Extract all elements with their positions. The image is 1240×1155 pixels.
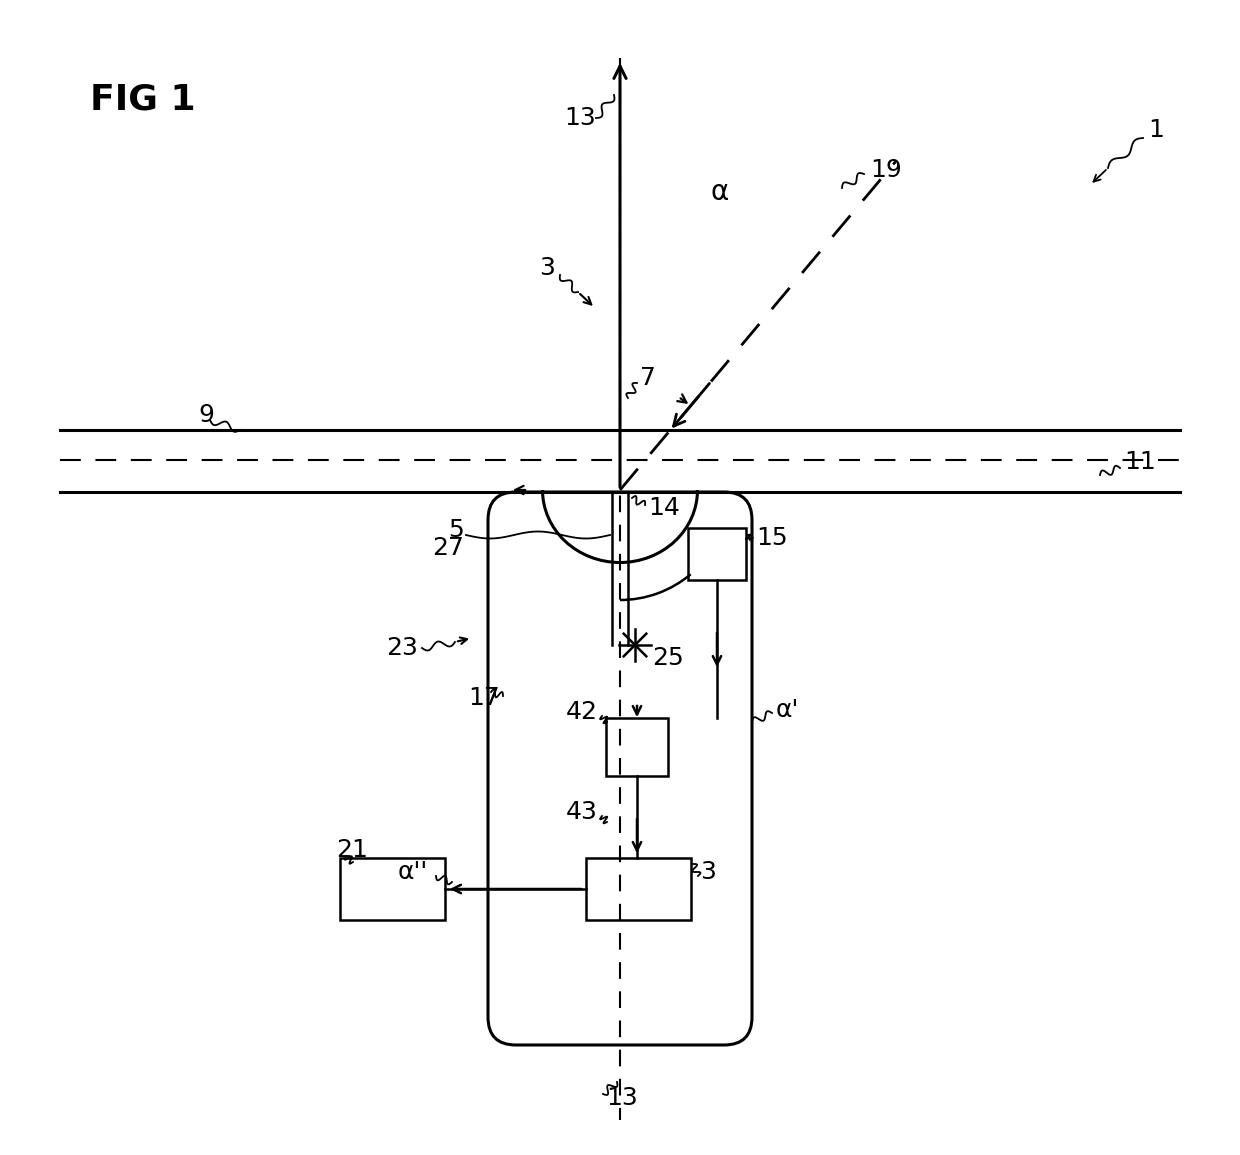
Text: 1: 1 [1148,118,1164,142]
Text: 25: 25 [652,646,683,670]
Text: 42: 42 [565,700,598,724]
Bar [688,528,746,580]
Text: 3: 3 [539,256,556,280]
Text: 11: 11 [1123,450,1156,474]
Text: 13: 13 [606,1086,637,1110]
Text: α': α' [776,698,800,722]
Text: 27: 27 [432,536,464,560]
Text: 14: 14 [649,495,680,520]
Text: α'': α'' [398,860,428,884]
Text: 43: 43 [567,800,598,824]
Bar [606,718,668,776]
Text: 15: 15 [756,526,787,550]
Text: 5: 5 [448,517,464,542]
Text: 21: 21 [336,839,368,862]
Text: α: α [711,178,728,206]
Text: 17: 17 [469,686,500,710]
Text: 23: 23 [386,636,418,660]
Bar [340,858,445,921]
Text: 19: 19 [870,158,901,182]
Text: 3: 3 [701,860,715,884]
Text: 7: 7 [640,366,656,390]
Bar [587,858,691,921]
Text: 9: 9 [198,403,213,427]
Text: 13: 13 [564,106,596,131]
Text: FIG 1: FIG 1 [91,82,196,116]
